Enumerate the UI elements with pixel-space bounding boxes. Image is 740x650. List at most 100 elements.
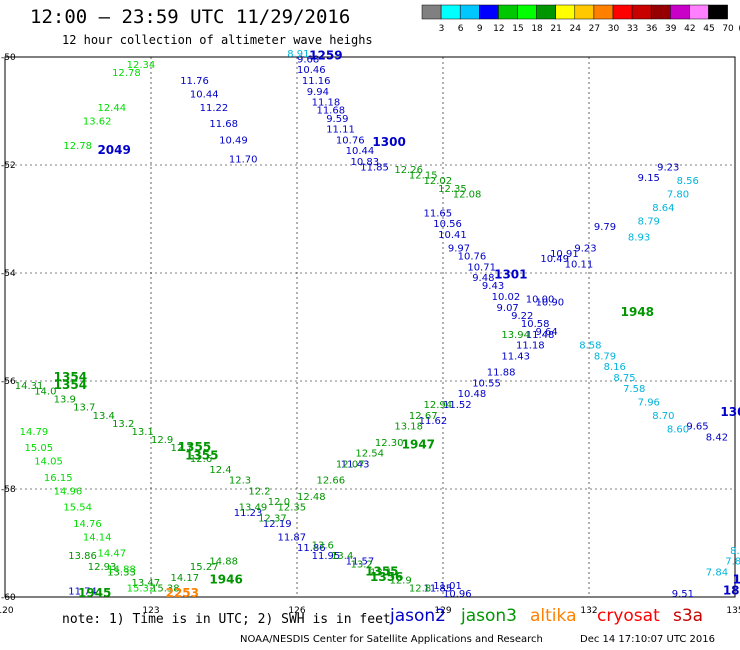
data-label: 9.15 — [638, 173, 660, 184]
data-label: 10.91 — [550, 249, 579, 260]
data-label: 10.90 — [535, 297, 564, 308]
data-label: 8.75 — [613, 373, 635, 384]
colorbar-label: 45 — [703, 24, 714, 34]
data-label: 13.33 — [107, 567, 136, 578]
data-label: 12.6 — [190, 454, 212, 465]
pass-time-label: 185 — [723, 583, 740, 597]
colorbar-label: 9 — [477, 24, 483, 34]
colorbar-swatch — [555, 4, 576, 20]
data-label: 11.95 — [312, 551, 341, 562]
data-label: 8.07 — [730, 546, 740, 557]
data-label: 8.79 — [638, 216, 660, 227]
legend-altika: altika — [530, 606, 577, 626]
data-label: 12.78 — [63, 141, 92, 152]
data-label: 9.07 — [497, 303, 519, 314]
data-label: 14.0 — [34, 387, 56, 398]
data-label: 8.93 — [628, 233, 650, 244]
y-tick-label: -58 — [1, 485, 16, 495]
pass-time-label: 1945 — [78, 586, 111, 600]
colorbar-swatch — [650, 4, 671, 20]
data-label: 9.97 — [448, 243, 470, 254]
data-label: 9.79 — [594, 222, 616, 233]
data-label: 10.46 — [297, 65, 326, 76]
data-label: 10.56 — [433, 219, 462, 230]
data-label: 11.18 — [312, 98, 341, 109]
colorbar-label: 33 — [627, 24, 638, 34]
y-tick-label: -56 — [1, 377, 16, 387]
data-label: 15.27 — [190, 562, 219, 573]
colorbar-swatch — [517, 4, 537, 20]
data-label: 13.47 — [132, 578, 161, 589]
data-label: 12.0 — [268, 497, 290, 508]
x-tick-label: 120 — [0, 606, 14, 616]
data-label: 11.48 — [526, 330, 555, 341]
data-label: 12.30 — [375, 438, 404, 449]
data-label: 9.64 — [535, 327, 557, 338]
data-label: 12.67 — [409, 411, 438, 422]
data-label: 11.62 — [419, 416, 448, 427]
data-label: 12.37 — [258, 513, 287, 524]
data-label: 11.43 — [501, 351, 530, 362]
data-label: 7.58 — [623, 384, 645, 395]
data-label: 12.54 — [355, 449, 384, 460]
colorbar-swatch — [670, 4, 690, 20]
data-label: 11.16 — [302, 76, 331, 87]
data-label: 12.48 — [297, 492, 326, 503]
colorbar-label: 39 — [665, 24, 677, 34]
x-tick-label: 135 — [726, 606, 740, 616]
colorbar-label: 24 — [570, 24, 582, 34]
y-tick-label: -50 — [1, 53, 16, 63]
data-label: 11.76 — [180, 76, 209, 87]
colorbar-label: (ft) — [738, 24, 740, 34]
data-label: 10.44 — [346, 146, 375, 157]
data-label: 14.88 — [107, 565, 136, 576]
data-label: 11.18 — [516, 341, 545, 352]
data-label: 10.00 — [526, 295, 555, 306]
data-label: 12.78 — [112, 68, 141, 79]
data-label: 12.3 — [229, 476, 251, 487]
data-label: 9.43 — [482, 281, 504, 292]
pass-time-label: 18 — [733, 573, 740, 587]
legend-cryosat: cryosat — [597, 606, 660, 626]
data-label: 13.1 — [370, 567, 392, 578]
legend-jason3: jason3 — [461, 606, 517, 626]
data-label: 11.23 — [234, 508, 263, 519]
data-label: 15.32 — [127, 584, 156, 595]
pass-time-label: 1355 — [365, 564, 398, 578]
data-label: 10.55 — [472, 378, 501, 389]
data-label: 8.79 — [594, 351, 616, 362]
data-label: 10.02 — [492, 292, 521, 303]
y-tick-label: -54 — [1, 269, 16, 279]
colorbar-swatch — [708, 4, 728, 20]
data-label: 10.76 — [336, 135, 365, 146]
pass-time-label: 1300 — [372, 135, 405, 149]
pass-time-label: 1354 — [54, 370, 87, 384]
data-label: 10.48 — [458, 389, 487, 400]
data-label: 12.34 — [127, 60, 156, 71]
data-label: 13.62 — [83, 117, 112, 128]
data-label: 13.2 — [351, 559, 373, 570]
data-label: 13.18 — [394, 422, 423, 433]
data-label: 11.85 — [360, 162, 389, 173]
data-label: 10.49 — [219, 135, 248, 146]
data-label: 12.9 — [389, 576, 411, 587]
data-label: 12.19 — [263, 519, 292, 530]
data-label: 12.15 — [409, 171, 438, 182]
colorbar-swatch — [536, 4, 556, 20]
pass-time-label: 1355 — [185, 448, 218, 462]
data-label: 12.8 — [409, 584, 431, 595]
data-label: 13.49 — [239, 503, 268, 514]
data-label: 8.16 — [604, 362, 626, 373]
data-label: 9.65 — [686, 422, 708, 433]
data-label: 7.84 — [706, 567, 728, 578]
data-label: 9.59 — [326, 114, 348, 125]
data-label: 12.7 — [170, 443, 192, 454]
pass-time-label: 1259 — [309, 49, 342, 63]
data-label: 13.86 — [68, 551, 97, 562]
data-label: 9.51 — [672, 589, 694, 600]
legend-s3a: s3a — [673, 606, 704, 626]
data-label: 11.74 — [68, 586, 97, 597]
colorbar-label: 36 — [646, 24, 658, 34]
x-tick-label: 123 — [142, 606, 159, 616]
data-label: 11.88 — [487, 368, 516, 379]
